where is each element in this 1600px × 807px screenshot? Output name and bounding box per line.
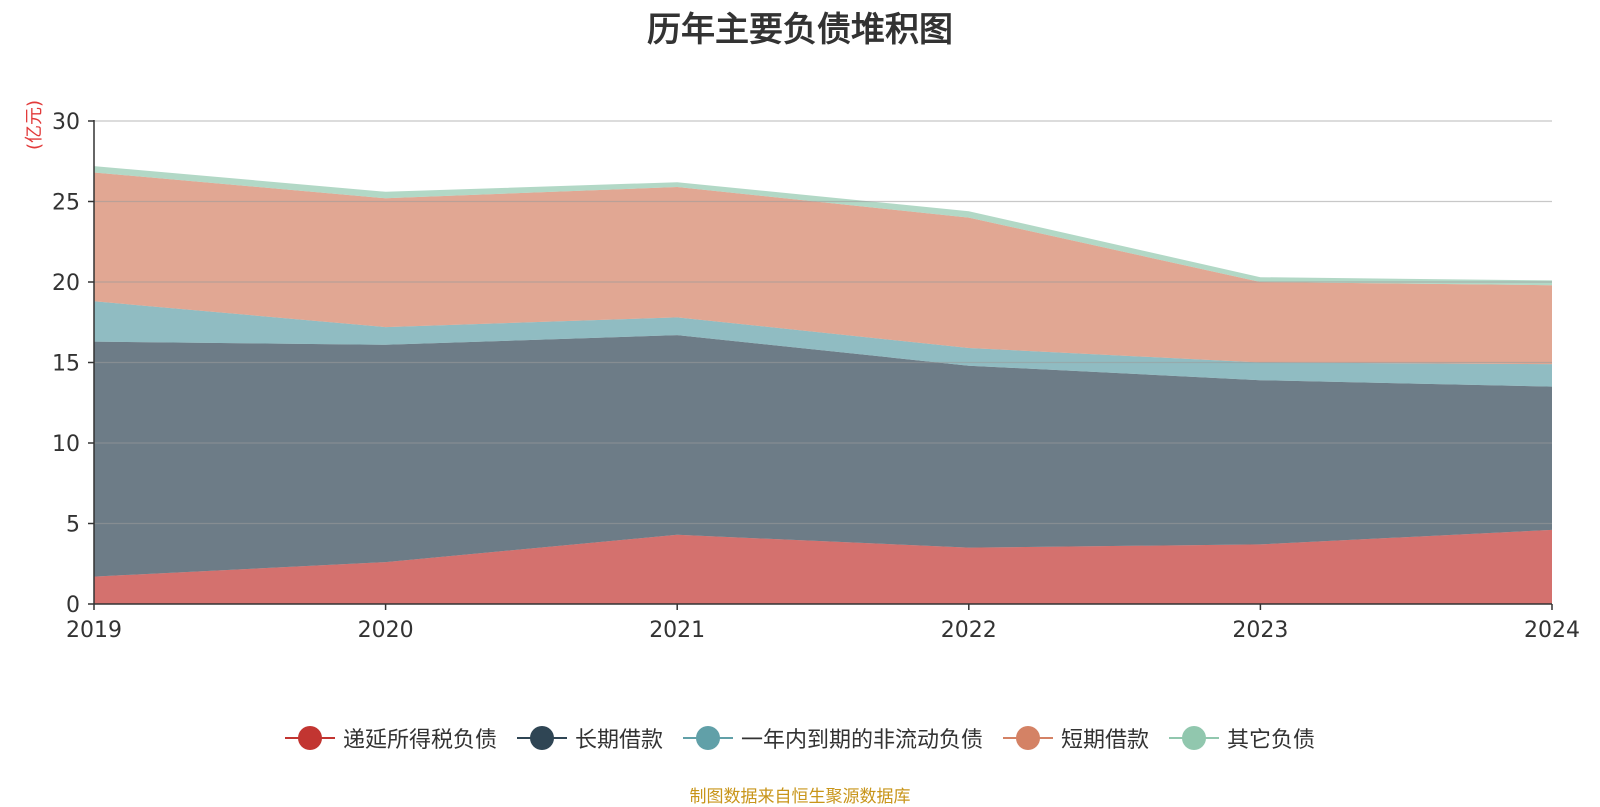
legend-label: 其它负债	[1227, 728, 1316, 753]
x-tick-label: 2024	[1524, 618, 1580, 643]
y-tick-label: 10	[52, 432, 80, 457]
y-tick-label: 30	[52, 110, 80, 135]
area-series-2	[94, 335, 1552, 577]
legend-swatch	[1169, 726, 1220, 750]
x-tick-label: 2023	[1232, 618, 1288, 643]
legend-label: 递延所得税负债	[342, 728, 497, 753]
chart-title: 历年主要负债堆积图	[647, 10, 953, 50]
data-source-note: 制图数据来自恒生聚源数据库	[689, 787, 911, 807]
legend-swatch	[1003, 726, 1053, 750]
area-series-3	[94, 301, 1552, 387]
legend-swatch	[284, 726, 335, 750]
legend-item-4[interactable]: 短期借款	[1003, 722, 1149, 754]
legend-item-1[interactable]: 递延所得税负债	[284, 722, 497, 754]
y-tick-label: 15	[52, 352, 80, 377]
legend: 递延所得税负债 长期借款 一年内到期的非流动负债 短期借款 其它负债	[0, 722, 1600, 756]
x-tick-label: 2021	[649, 618, 705, 643]
legend-label: 短期借款	[1061, 728, 1150, 753]
y-tick-label: 5	[66, 513, 80, 538]
x-tick-label: 2020	[358, 618, 414, 643]
y-tick-label: 20	[52, 271, 80, 296]
x-tick-label: 2019	[66, 618, 122, 643]
legend-item-3[interactable]: 一年内到期的非流动负债	[682, 722, 983, 754]
x-tick-label: 2022	[941, 618, 997, 643]
area-series-4	[94, 172, 1552, 365]
y-tick-label: 0	[66, 593, 80, 618]
legend-item-2[interactable]: 长期借款	[516, 722, 663, 754]
area-series-1	[94, 529, 1552, 604]
legend-swatch	[516, 726, 567, 750]
legend-item-5[interactable]: 其它负债	[1169, 722, 1315, 754]
legend-swatch	[682, 726, 733, 750]
legend-label: 长期借款	[574, 728, 663, 753]
legend-label: 一年内到期的非流动负债	[740, 728, 983, 753]
y-tick-label: 25	[52, 191, 80, 216]
